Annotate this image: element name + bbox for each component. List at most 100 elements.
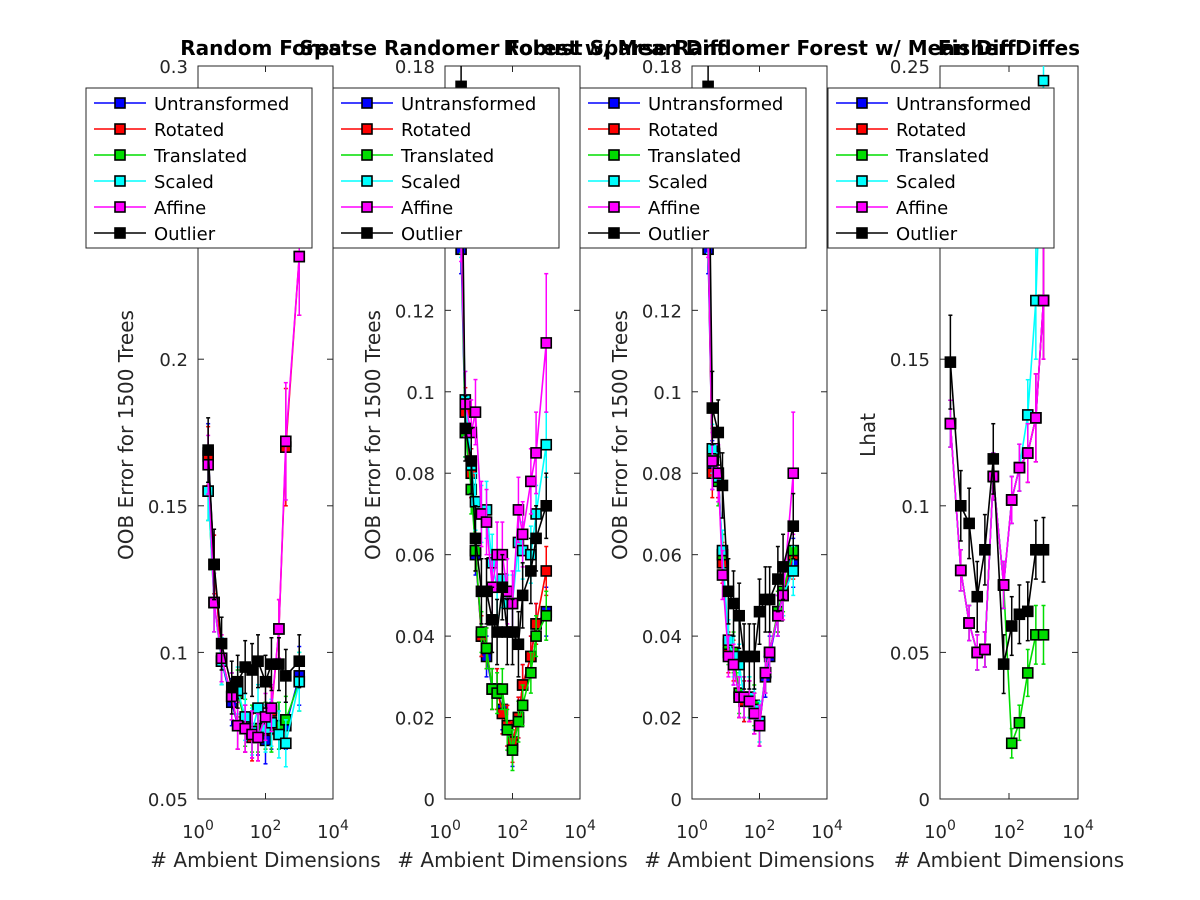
x-tick-label: 102 (744, 818, 776, 843)
x-tick-label: 104 (317, 818, 349, 843)
data-point (1005, 494, 1018, 506)
legend-marker (856, 227, 868, 239)
legend-label: Translated (400, 146, 494, 167)
data-point (280, 435, 292, 448)
data-point (480, 642, 493, 655)
legend-marker (114, 201, 126, 213)
data-point (516, 528, 529, 541)
data-point (293, 250, 306, 263)
legend-marker (361, 201, 373, 213)
data-point (1037, 294, 1050, 307)
x-tick-label: 100 (924, 818, 956, 843)
data-point (540, 499, 553, 512)
data-point (1005, 620, 1018, 632)
legend-label: Scaled (401, 172, 461, 193)
data-point (530, 630, 542, 642)
legend-label: Affine (401, 198, 453, 219)
data-point (480, 585, 493, 598)
data-point (733, 609, 745, 622)
data-point (486, 614, 498, 626)
legend-marker (608, 201, 620, 213)
legend-box (827, 87, 1055, 249)
y-tick-label: 0.08 (642, 464, 682, 485)
data-point (706, 402, 719, 414)
legend-label: Affine (154, 198, 206, 219)
data-point (954, 564, 967, 577)
legend-marker (114, 123, 126, 135)
x-tick-label: 102 (250, 818, 282, 843)
data-point (1037, 629, 1050, 641)
legend-label: Scaled (154, 172, 214, 193)
data-point (979, 543, 991, 556)
y-tick-label: 0.18 (395, 57, 435, 78)
data-point (506, 744, 519, 756)
y-tick-label: 0.18 (642, 57, 682, 78)
data-point (540, 337, 553, 349)
data-point (280, 670, 292, 682)
data-point (963, 617, 975, 629)
series-line (949, 300, 1045, 654)
data-point (712, 426, 725, 439)
legend-label: Outlier (648, 224, 710, 245)
x-tick-label: 104 (564, 818, 596, 843)
data-point (525, 475, 537, 488)
x-tick-label: 100 (429, 818, 461, 843)
data-point (954, 499, 967, 512)
legend-box (85, 87, 313, 249)
data-point (748, 707, 761, 720)
legend-box (579, 87, 807, 249)
y-tick-label: 0.12 (395, 301, 435, 322)
data-point (1013, 461, 1026, 474)
y-tick-label: 0.15 (890, 350, 930, 371)
y-axis-label: OOB Error for 1500 Trees (608, 310, 632, 560)
legend-marker (856, 97, 868, 109)
data-point (772, 573, 784, 585)
data-point (971, 590, 984, 603)
data-point (469, 532, 482, 545)
data-point (225, 681, 238, 694)
data-point (722, 585, 735, 598)
data-point (259, 675, 272, 688)
data-point (259, 711, 272, 723)
data-point (252, 655, 264, 667)
data-point (480, 516, 493, 528)
x-tick-label: 102 (497, 818, 529, 843)
y-tick-label: 0 (671, 790, 682, 811)
x-axis-label: # Ambient Dimensions (894, 848, 1124, 872)
data-point (712, 467, 725, 480)
data-point (280, 737, 292, 750)
legend-marker (608, 123, 620, 135)
legend-marker (114, 149, 126, 161)
data-point (787, 565, 800, 577)
legend-marker (114, 227, 126, 239)
data-point (540, 609, 553, 622)
data-point (763, 646, 776, 659)
data-point (239, 722, 251, 735)
data-point (512, 715, 525, 728)
legend: Untransformed Rotated Translated Scaled Affi… (332, 87, 560, 249)
legend-label: Scaled (896, 172, 956, 193)
data-point (512, 504, 525, 516)
data-point (231, 675, 244, 688)
legend-marker (114, 175, 126, 187)
y-tick-label: 0.04 (642, 627, 682, 648)
y-tick-label: 0 (919, 790, 930, 811)
data-point (540, 438, 553, 451)
data-point (208, 558, 220, 571)
data-point (516, 699, 529, 712)
x-axis-label: # Ambient Dimensions (397, 848, 627, 872)
legend-marker (856, 123, 868, 135)
y-tick-label: 0.3 (159, 57, 188, 78)
data-point (987, 453, 1000, 465)
x-tick-label: 104 (1062, 818, 1094, 843)
chart-title: Random Forest (180, 36, 351, 60)
data-point (506, 626, 519, 638)
legend-marker (608, 97, 620, 109)
data-point (1037, 74, 1050, 87)
data-point (530, 447, 542, 459)
legend-marker (361, 227, 373, 239)
data-point (997, 658, 1010, 670)
data-point (525, 666, 537, 679)
data-point (1030, 412, 1042, 424)
